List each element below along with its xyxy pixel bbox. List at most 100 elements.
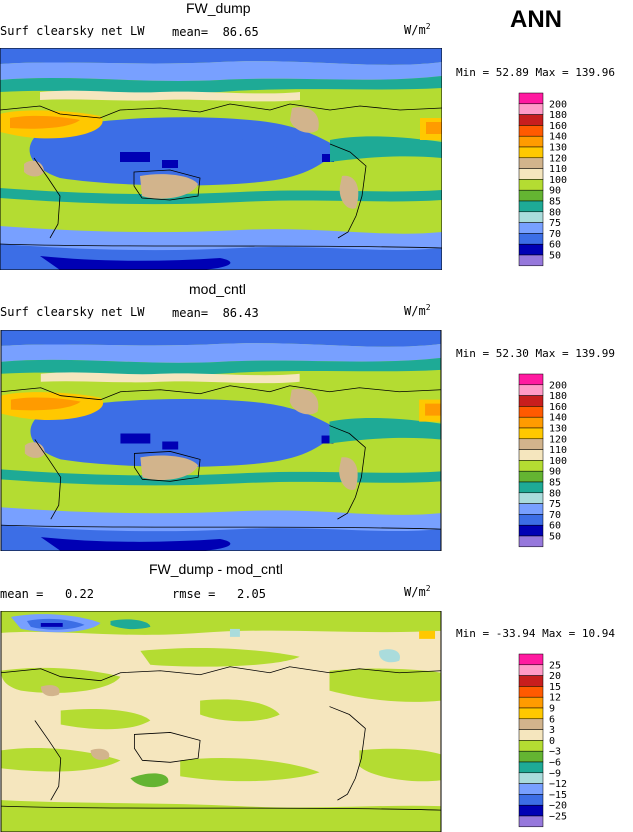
panel-3-colorbar-swatch xyxy=(518,653,544,666)
panel-3-rmse-label: rmse = xyxy=(172,587,216,601)
panel-2-colorbar-swatch xyxy=(518,449,544,461)
panel-2-mean: mean= 86.43 xyxy=(172,306,259,320)
panel-3-mean-value: 0.22 xyxy=(65,587,94,601)
panel-3-rmse-value: 2.05 xyxy=(237,587,266,601)
panel-1-colorbar-tick-label: 85 xyxy=(549,197,561,208)
panel-2-mean-value: 86.43 xyxy=(222,306,259,320)
panel-2-colorbar-swatch xyxy=(518,514,544,526)
panel-1-colorbar-swatch xyxy=(518,92,544,105)
panel-2-colorbar-tick-label: 90 xyxy=(549,467,561,478)
panel-1-colorbar-swatch xyxy=(518,179,544,191)
panel-1-max: 139.96 xyxy=(575,66,615,79)
panel-1-colorbar-swatch xyxy=(518,189,544,202)
panel-2-colorbar-tick-label: 180 xyxy=(549,391,567,402)
panel-3-max: 10.94 xyxy=(581,627,615,640)
panel-1-colorbar-swatch xyxy=(518,114,544,126)
panel-1-colorbar-tick-label: 200 xyxy=(549,99,567,110)
panel-3-min: -33.94 xyxy=(495,627,536,640)
panel-2-colorbar-swatch xyxy=(518,470,544,483)
panel-2-colorbar-swatch xyxy=(518,460,544,472)
panel-2-colorbar-swatch xyxy=(518,524,544,537)
panel-1-colorbar-tick-label: 75 xyxy=(549,218,561,229)
panel-1-colorbar-swatch xyxy=(518,168,544,180)
panel-1-colorbar-swatch xyxy=(518,135,544,148)
panel-2-colorbar-tick-label: 80 xyxy=(549,488,561,499)
panel-3-colorbar-swatch xyxy=(518,761,544,774)
panel-2-colorbar-swatch xyxy=(518,481,544,494)
panel-3-colorbar-tick-label: 20 xyxy=(549,671,561,682)
panel-2-colorbar-swatch xyxy=(518,395,544,407)
panel-3-colorbar-swatch xyxy=(518,815,544,828)
panel-2-units: W/m2 xyxy=(404,303,431,318)
panel-3-colorbar-swatch xyxy=(518,696,544,709)
panel-1-colorbar-tick-label: 160 xyxy=(549,121,567,132)
panel-1-colorbar-swatch xyxy=(518,157,544,169)
panel-2-colorbar-swatch xyxy=(518,373,544,386)
panel-2-colorbar-tick-label: 140 xyxy=(549,413,567,424)
panel-2-colorbar-tick-label: 120 xyxy=(549,434,567,445)
panel-2-colorbar-swatch xyxy=(518,438,544,450)
panel-1-colorbar-swatch xyxy=(518,146,544,159)
panel-1-minmax: Min = 52.89 Max = 139.96 xyxy=(456,66,615,79)
panel-3-units: W/m2 xyxy=(404,584,431,599)
panel-3-colorbar-tick-label: 3 xyxy=(549,725,555,736)
panel-2-colorbar-swatch xyxy=(518,492,544,504)
panel-3-colorbar-tick-label: −3 xyxy=(549,747,561,758)
panel-3-colorbar-swatch xyxy=(518,664,544,676)
panel-3-colorbar-tick-label: 15 xyxy=(549,682,561,693)
panel-2-colorbar-tick-label: 160 xyxy=(549,402,567,413)
panel-1-variable: Surf clearsky net LW xyxy=(0,24,145,38)
panel-3-colorbar-swatch xyxy=(518,794,544,806)
panel-3-mean-label: mean = xyxy=(0,587,44,601)
panel-1-colorbar-swatch xyxy=(518,233,544,245)
panel-3-colorbar-tick-label: −12 xyxy=(549,779,567,790)
panel-2-title: mod_cntl xyxy=(189,281,246,297)
panel-1-colorbar-tick-label: 60 xyxy=(549,240,561,251)
panel-1-colorbar-swatch xyxy=(518,200,544,213)
panel-1-mean-label: mean= xyxy=(172,25,209,39)
panel-1-colorbar-swatch xyxy=(518,211,544,223)
panel-1-colorbar-tick-label: 100 xyxy=(549,175,567,186)
panel-3-colorbar-tick-label: −9 xyxy=(549,768,561,779)
panel-2-colorbar-tick-label: 50 xyxy=(549,532,561,543)
panel-3-colorbar-swatch xyxy=(518,740,544,752)
panel-2-map xyxy=(0,330,442,551)
panel-1-colorbar-tick-label: 90 xyxy=(549,186,561,197)
panel-2-colorbar-tick-label: 100 xyxy=(549,456,567,467)
panel-3-colorbar-swatch xyxy=(518,750,544,763)
panel-3-colorbar-tick-label: 0 xyxy=(549,736,555,747)
panel-3-minmax: Min = -33.94 Max = 10.94 xyxy=(456,627,615,640)
panel-3-title: FW_dump - mod_cntl xyxy=(149,561,283,577)
panel-3-map xyxy=(0,611,442,832)
panel-3-colorbar-swatch xyxy=(518,675,544,687)
panel-2-max: 139.99 xyxy=(575,347,615,360)
panel-2-colorbar-swatch xyxy=(518,384,544,396)
panel-3-colorbar-tick-label: 9 xyxy=(549,704,555,715)
panel-3-colorbar-swatch xyxy=(518,783,544,795)
panel-3-colorbar-tick-label: −6 xyxy=(549,758,561,769)
panel-1-map xyxy=(0,48,442,270)
panel-3-colorbar-swatch xyxy=(518,729,544,741)
panel-3-colorbar-swatch xyxy=(518,772,544,784)
panel-2-colorbar-tick-label: 200 xyxy=(549,380,567,391)
panel-2-minmax: Min = 52.30 Max = 139.99 xyxy=(456,347,615,360)
panel-3-colorbar-swatch xyxy=(518,804,544,817)
panel-3-colorbar-tick-label: 12 xyxy=(549,693,561,704)
panel-2-min: 52.30 xyxy=(495,347,529,360)
panel-2-colorbar-tick-label: 60 xyxy=(549,521,561,532)
panel-2-colorbar-swatch xyxy=(518,535,544,548)
panel-2-colorbar-swatch xyxy=(518,406,544,418)
panel-3-mean: mean = 0.22 xyxy=(0,587,94,601)
panel-3-colorbar-swatch xyxy=(518,718,544,730)
panel-2-variable: Surf clearsky net LW xyxy=(0,305,145,319)
panel-3-colorbar-tick-label: −25 xyxy=(549,812,567,823)
panel-1-colorbar-tick-label: 130 xyxy=(549,143,567,154)
panel-1-colorbar-swatch xyxy=(518,125,544,137)
panel-2-colorbar-swatch xyxy=(518,416,544,429)
panel-1-colorbar-tick-label: 120 xyxy=(549,153,567,164)
panel-3-rmse: rmse = 2.05 xyxy=(172,587,266,601)
panel-1-units: W/m2 xyxy=(404,22,431,37)
panel-2-colorbar-tick-label: 70 xyxy=(549,510,561,521)
